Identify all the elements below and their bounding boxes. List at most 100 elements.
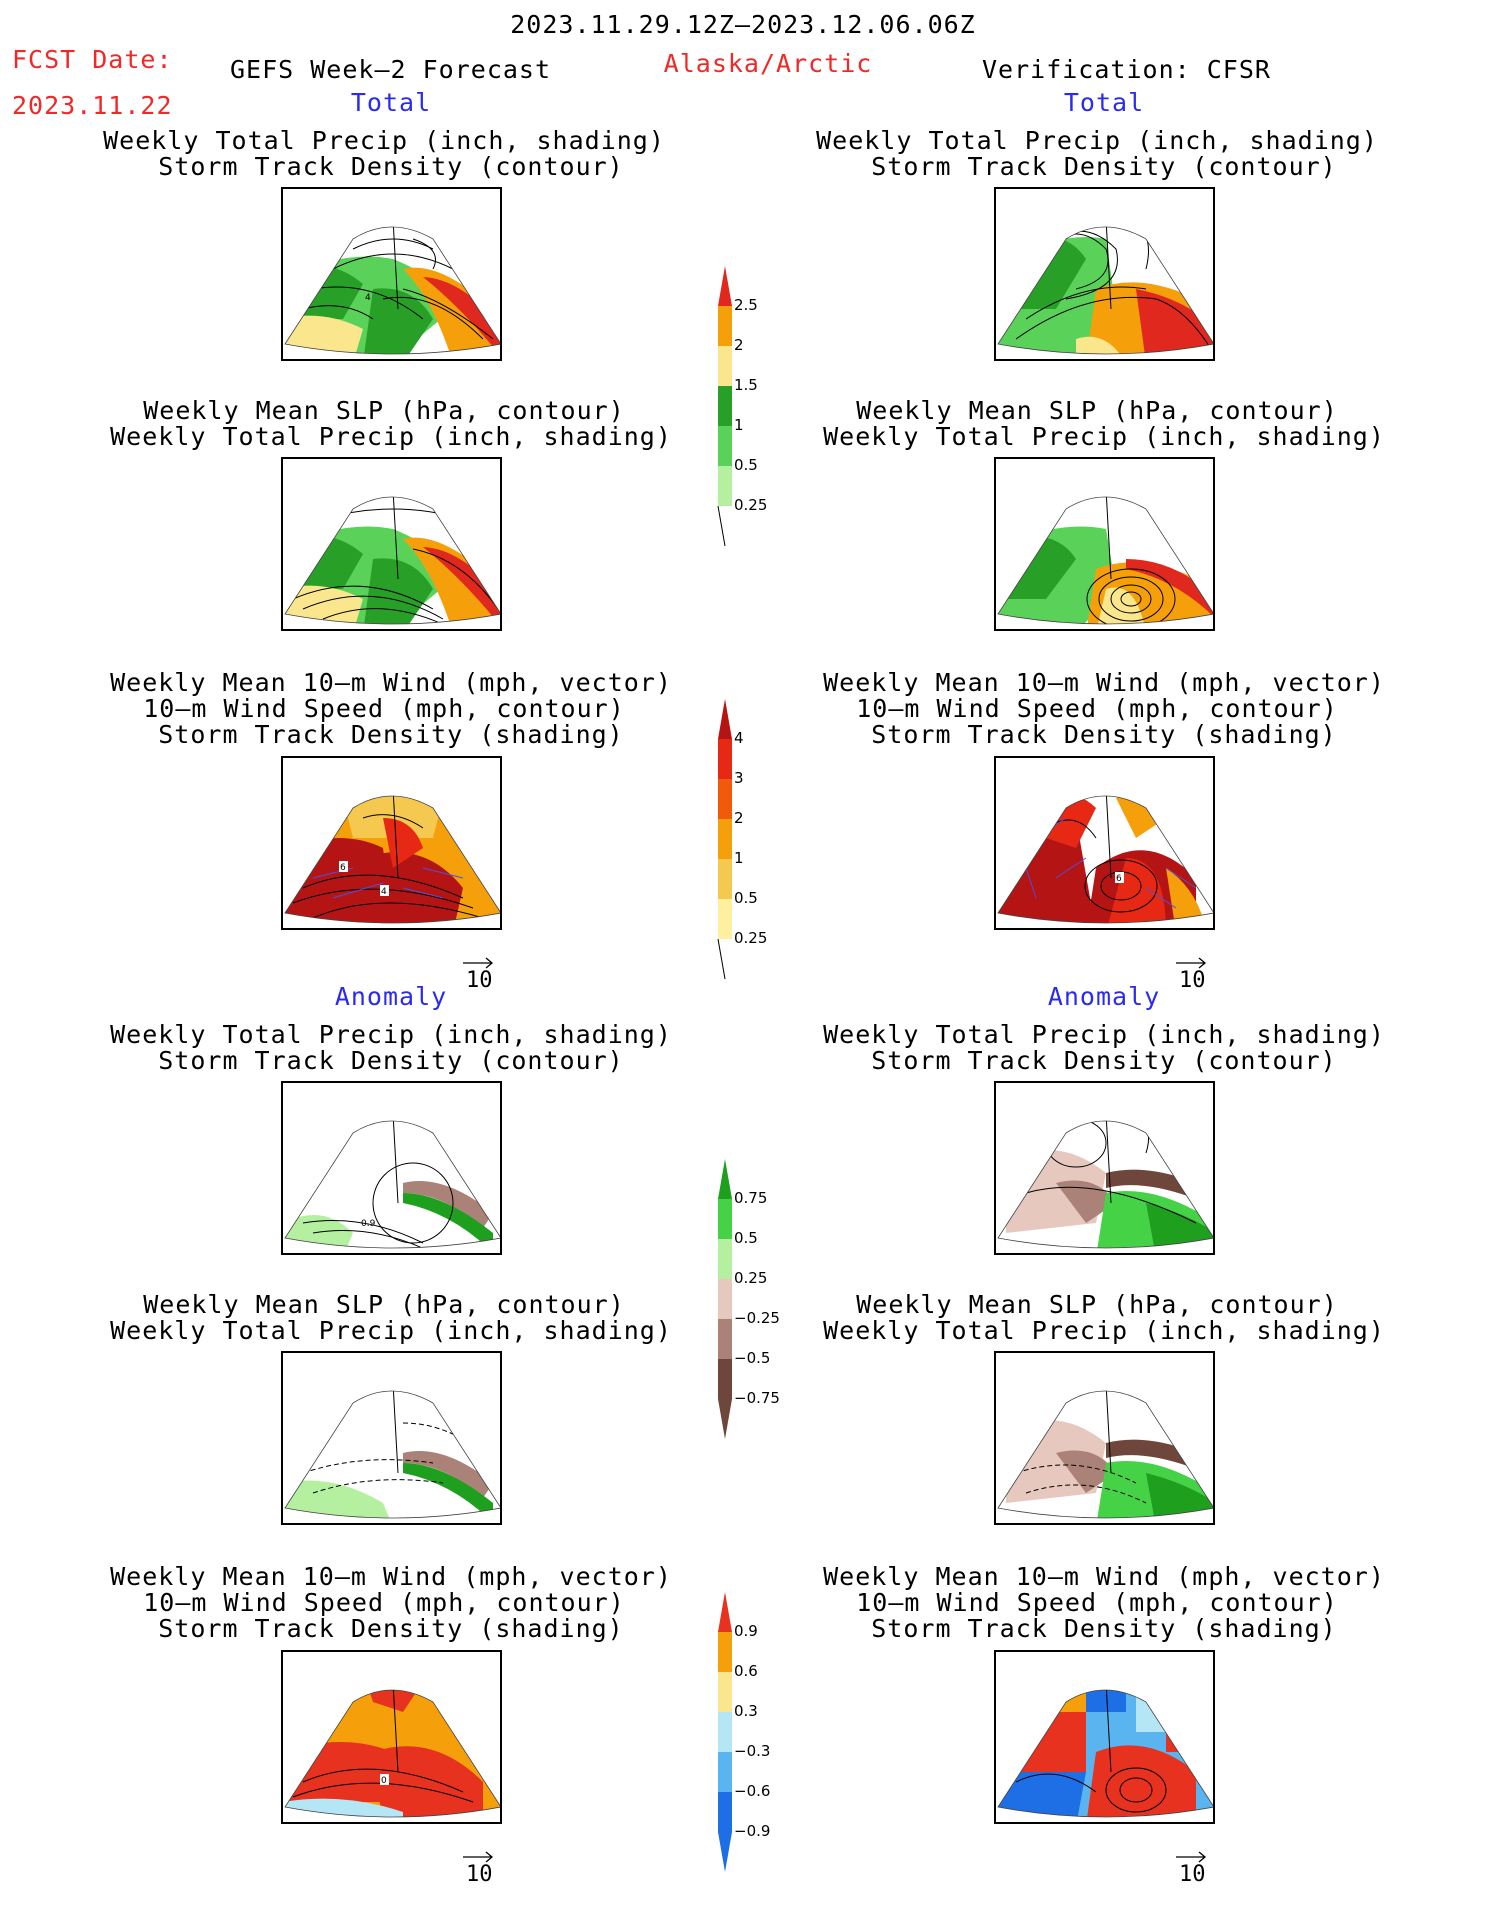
colorbar-swatches <box>718 1592 732 1872</box>
colorbar-tick-label: −0.3 <box>734 1742 771 1760</box>
colorbar-swatch <box>718 1632 732 1672</box>
colorbar-tick-label: 0.9 <box>734 1622 758 1640</box>
vector-reference-arrow-icon <box>463 957 494 969</box>
vector-reference-arrow-icon <box>463 1851 494 1863</box>
title-l4-line2: Storm Track Density (contour) <box>158 1046 624 1075</box>
map-left-anomaly-slp-precip <box>281 1351 502 1525</box>
contour-label: 4 <box>381 887 387 897</box>
colorbar-tick-label: 2 <box>734 336 744 354</box>
colorbar-swatch <box>718 1592 732 1632</box>
vector-reference-label: 10 <box>1179 968 1206 993</box>
colorbar-tick-label: 0.6 <box>734 1662 758 1680</box>
title-l2-line2: Weekly Total Precip (inch, shading) <box>110 422 672 451</box>
vector-reference-label: 10 <box>466 968 493 993</box>
colorbar-swatch <box>718 1792 732 1832</box>
colorbar-tick-label: −0.75 <box>734 1389 780 1407</box>
fcst-date-value: 2023.11.22 <box>12 91 173 120</box>
vector-reference-arrow-icon <box>1176 957 1207 969</box>
contour-label: 0 <box>381 1776 387 1786</box>
map-right-anomaly-precip-storm <box>994 1081 1215 1255</box>
title-r6-line3: Storm Track Density (shading) <box>871 1614 1337 1643</box>
colorbar-swatch <box>718 1199 732 1239</box>
colorbar-swatch <box>718 1279 732 1319</box>
map-right-total-precip-storm <box>994 187 1215 361</box>
colorbar-tick-label: 1 <box>734 416 744 434</box>
colorbar-tick-label: 1.5 <box>734 376 758 394</box>
map-left-total-wind-storm: 6 4 <box>281 756 502 930</box>
title-l3-line1: Weekly Mean 10–m Wind (mph, vector) <box>110 668 672 697</box>
title-l6-line3: Storm Track Density (shading) <box>158 1614 624 1643</box>
title-r4-line1: Weekly Total Precip (inch, shading) <box>823 1020 1385 1049</box>
colorbar-tick-label: 0.3 <box>734 1702 758 1720</box>
colorbar-tail <box>717 505 726 547</box>
colorbar-swatch <box>718 386 732 426</box>
title-r6-line2: 10–m Wind Speed (mph, contour) <box>856 1588 1338 1617</box>
vector-reference-label: 10 <box>466 1862 493 1887</box>
contour-label: 0.9 <box>361 1219 376 1229</box>
title-r1-line1: Weekly Total Precip (inch, shading) <box>816 126 1378 155</box>
title-r5-line1: Weekly Mean SLP (hPa, contour) <box>856 1290 1338 1319</box>
title-r5-line2: Weekly Total Precip (inch, shading) <box>823 1316 1385 1345</box>
colorbar-swatch <box>718 739 732 779</box>
vector-reference-label: 10 <box>1179 1862 1206 1887</box>
colorbar-tick-label: 0.25 <box>734 929 768 947</box>
product-title: GEFS Week–2 Forecast <box>230 55 552 84</box>
section-total-left: Total <box>350 88 432 117</box>
title-r3-line1: Weekly Mean 10–m Wind (mph, vector) <box>823 668 1385 697</box>
map-left-anomaly-precip-storm: 0.9 <box>281 1081 502 1255</box>
colorbar-swatch <box>718 1752 732 1792</box>
map-right-anomaly-slp-precip <box>994 1351 1215 1525</box>
section-anomaly-right: Anomaly <box>1047 982 1161 1011</box>
section-total-right: Total <box>1063 88 1145 117</box>
colorbar-swatch <box>718 899 732 939</box>
map-right-total-wind-storm: 6 <box>994 756 1215 930</box>
title-l4-line1: Weekly Total Precip (inch, shading) <box>110 1020 672 1049</box>
colorbar-swatch <box>718 1319 732 1359</box>
colorbar-tick-label: 2.5 <box>734 296 758 314</box>
map-right-anomaly-wind-storm <box>994 1650 1215 1824</box>
title-l5-line2: Weekly Total Precip (inch, shading) <box>110 1316 672 1345</box>
colorbar-swatch <box>718 1399 732 1439</box>
title-l2-line1: Weekly Mean SLP (hPa, contour) <box>143 396 625 425</box>
title-r6-line1: Weekly Mean 10–m Wind (mph, vector) <box>823 1562 1385 1591</box>
title-l6-line2: 10–m Wind Speed (mph, contour) <box>143 1588 625 1617</box>
colorbar-tick-label: −0.9 <box>734 1822 771 1840</box>
title-r4-line2: Storm Track Density (contour) <box>871 1046 1337 1075</box>
map-right-total-slp-precip <box>994 457 1215 631</box>
title-l1-line1: Weekly Total Precip (inch, shading) <box>103 126 665 155</box>
colorbar-swatch <box>718 1239 732 1279</box>
colorbar-swatch <box>718 779 732 819</box>
colorbar-swatch <box>718 1359 732 1399</box>
title-l6-line1: Weekly Mean 10–m Wind (mph, vector) <box>110 1562 672 1591</box>
contour-label: 6 <box>340 863 346 873</box>
title-l3-line3: Storm Track Density (shading) <box>158 720 624 749</box>
colorbar-swatch <box>718 699 732 739</box>
colorbar-tick-label: 0.5 <box>734 889 758 907</box>
contour-label: 6 <box>1116 874 1122 884</box>
map-left-anomaly-wind-storm: 0 <box>281 1650 502 1824</box>
vector-reference-arrow-icon <box>1176 1851 1207 1863</box>
colorbar-swatches <box>717 266 732 547</box>
colorbar-tick-label: 0.25 <box>734 496 768 514</box>
fcst-date-label: FCST Date: <box>12 45 173 74</box>
title-r2-line1: Weekly Mean SLP (hPa, contour) <box>856 396 1338 425</box>
title-r3-line2: 10–m Wind Speed (mph, contour) <box>856 694 1338 723</box>
colorbar-swatch <box>718 859 732 899</box>
colorbar-tick-label: 4 <box>734 729 744 747</box>
colorbar-swatches <box>718 1159 732 1439</box>
colorbar-tick-label: 2 <box>734 809 744 827</box>
colorbar-tick-label: −0.5 <box>734 1349 771 1367</box>
colorbar-precip-anomaly: 0.75 0.5 0.25 −0.25 −0.5 −0.75 <box>714 1159 834 1444</box>
title-r3-line3: Storm Track Density (shading) <box>871 720 1337 749</box>
colorbar-tick-label: 0.25 <box>734 1269 768 1287</box>
map-left-total-slp-precip <box>281 457 502 631</box>
colorbar-swatches <box>717 699 732 980</box>
title-r2-line2: Weekly Total Precip (inch, shading) <box>823 422 1385 451</box>
region-title: Alaska/Arctic <box>663 49 873 78</box>
title-l3-line2: 10–m Wind Speed (mph, contour) <box>143 694 625 723</box>
colorbar-precip: 2.5 2 1.5 1 0.5 0.25 <box>714 266 834 551</box>
colorbar-swatch <box>718 346 732 386</box>
date-range-title: 2023.11.29.12Z–2023.12.06.06Z <box>510 10 976 39</box>
title-l5-line1: Weekly Mean SLP (hPa, contour) <box>143 1290 625 1319</box>
colorbar-tick-label: −0.6 <box>734 1782 771 1800</box>
